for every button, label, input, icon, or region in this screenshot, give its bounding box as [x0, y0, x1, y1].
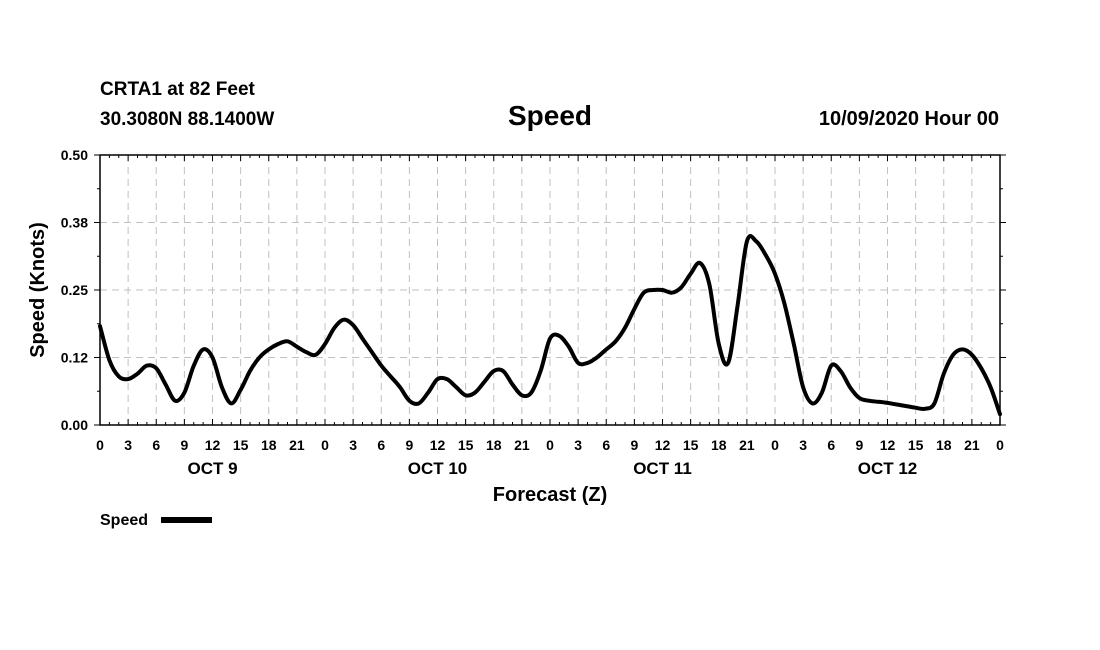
x-tick-label: 15	[458, 437, 474, 453]
run-time-label: 10/09/2020 Hour 00	[819, 108, 999, 130]
location-label: 30.3080N 88.1400W	[100, 109, 274, 130]
x-tick-label: 21	[289, 437, 305, 453]
day-label: OCT 10	[408, 459, 468, 478]
x-tick-label: 3	[124, 437, 132, 453]
x-tick-label: 18	[261, 437, 277, 453]
x-tick-label: 6	[152, 437, 160, 453]
legend-label: Speed	[100, 512, 148, 529]
day-label: OCT 11	[633, 459, 692, 478]
x-tick-label: 0	[546, 437, 554, 453]
y-tick-label: 0.00	[61, 417, 88, 433]
x-tick-labels: 0 3 6 9 12 15 18 21 0 3 6 9 12 15 18 21 0 3 6 9 12 15 18 21 0 3 6 9…	[96, 437, 1004, 453]
grid-lines	[100, 155, 1000, 425]
x-tick-label: 12	[430, 437, 446, 453]
x-tick-label: 21	[739, 437, 755, 453]
x-tick-label: 6	[377, 437, 385, 453]
x-tick-label: 3	[349, 437, 357, 453]
day-label: OCT 12	[858, 459, 918, 478]
x-tick-label: 15	[683, 437, 699, 453]
y-axis-title: Speed (Knots)	[27, 222, 49, 358]
x-tick-label: 18	[711, 437, 727, 453]
day-label: OCT 9	[187, 459, 237, 478]
x-tick-label: 0	[96, 437, 104, 453]
x-tick-label: 9	[630, 437, 638, 453]
x-tick-label: 6	[827, 437, 835, 453]
axis-ticks	[94, 154, 1006, 426]
x-tick-label: 12	[205, 437, 221, 453]
x-tick-label: 12	[880, 437, 896, 453]
speed-series-line	[98, 234, 1002, 417]
y-tick-label: 0.50	[61, 147, 88, 163]
x-tick-label: 21	[514, 437, 530, 453]
x-tick-label: 12	[655, 437, 671, 453]
x-tick-label: 15	[908, 437, 924, 453]
y-tick-label: 0.38	[61, 215, 88, 231]
x-tick-label: 3	[799, 437, 807, 453]
y-tick-labels: 0.00 0.12 0.25 0.38 0.50	[61, 147, 88, 433]
legend-swatch	[161, 517, 212, 523]
x-tick-label: 18	[936, 437, 952, 453]
x-tick-label: 18	[486, 437, 502, 453]
x-tick-label: 9	[855, 437, 863, 453]
y-tick-label: 0.25	[61, 282, 88, 298]
x-tick-label: 3	[574, 437, 582, 453]
x-tick-label: 0	[321, 437, 329, 453]
x-tick-label: 21	[964, 437, 980, 453]
y-tick-label: 0.12	[61, 350, 88, 366]
station-label: CRTA1 at 82 Feet	[100, 79, 256, 100]
chart-title: Speed	[508, 100, 592, 131]
x-tick-label: 9	[180, 437, 188, 453]
day-labels: OCT 9 OCT 10 OCT 11 OCT 12	[187, 459, 917, 478]
x-axis-title: Forecast (Z)	[493, 484, 607, 506]
x-tick-label: 9	[405, 437, 413, 453]
x-tick-label: 6	[602, 437, 610, 453]
x-tick-label: 15	[233, 437, 249, 453]
x-tick-label: 0	[771, 437, 779, 453]
x-tick-label: 0	[996, 437, 1004, 453]
